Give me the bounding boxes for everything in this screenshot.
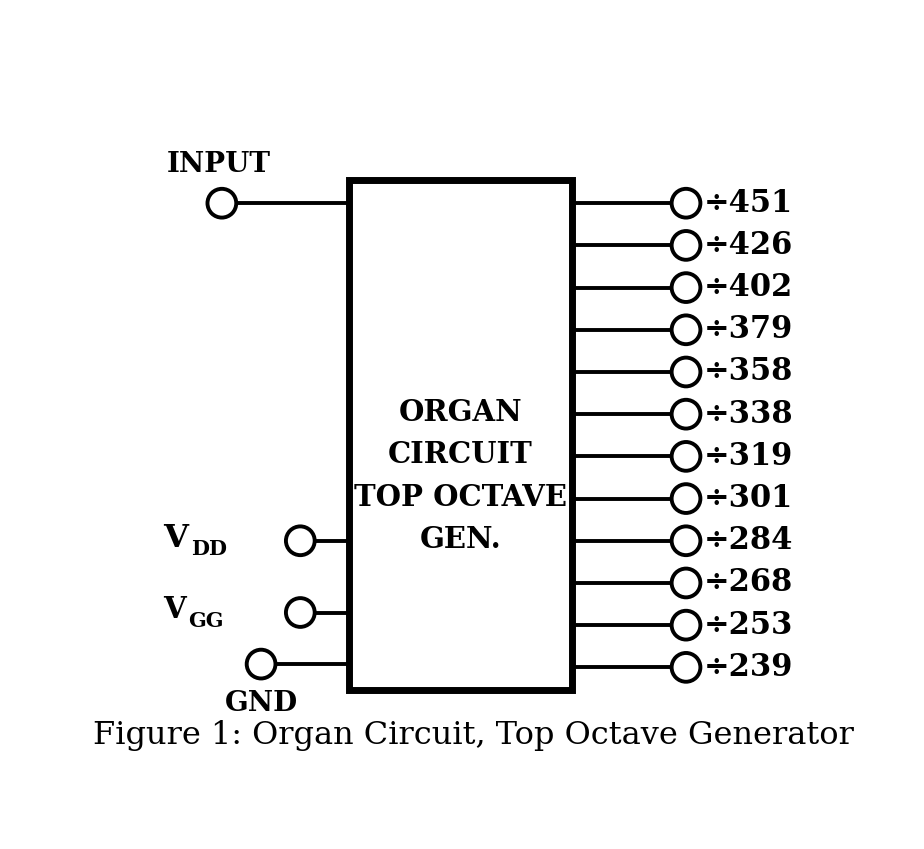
Text: V: V	[163, 523, 188, 554]
Text: ÷284: ÷284	[704, 526, 793, 556]
Text: GEN.: GEN.	[419, 526, 502, 554]
Text: Figure 1: Organ Circuit, Top Octave Generator: Figure 1: Organ Circuit, Top Octave Gene…	[93, 721, 854, 751]
Text: ORGAN: ORGAN	[398, 398, 522, 427]
Text: GG: GG	[188, 611, 224, 631]
Text: ÷239: ÷239	[704, 652, 793, 683]
Bar	[349, 180, 572, 690]
Text: ÷268: ÷268	[704, 567, 793, 599]
Text: GND: GND	[225, 690, 298, 717]
Text: ÷253: ÷253	[704, 610, 793, 641]
Text: ÷338: ÷338	[704, 399, 794, 430]
Text: ÷451: ÷451	[704, 188, 793, 219]
Text: ÷379: ÷379	[704, 314, 793, 346]
Text: V: V	[163, 595, 186, 624]
Text: ÷426: ÷426	[704, 230, 793, 261]
Text: ÷358: ÷358	[704, 357, 793, 387]
Text: ÷301: ÷301	[704, 483, 793, 514]
Text: ÷319: ÷319	[704, 441, 793, 472]
Text: CIRCUIT: CIRCUIT	[388, 441, 533, 469]
Text: TOP OCTAVE: TOP OCTAVE	[354, 483, 567, 512]
Text: INPUT: INPUT	[166, 151, 271, 178]
Text: DD: DD	[191, 539, 227, 559]
Text: ÷402: ÷402	[704, 272, 793, 303]
